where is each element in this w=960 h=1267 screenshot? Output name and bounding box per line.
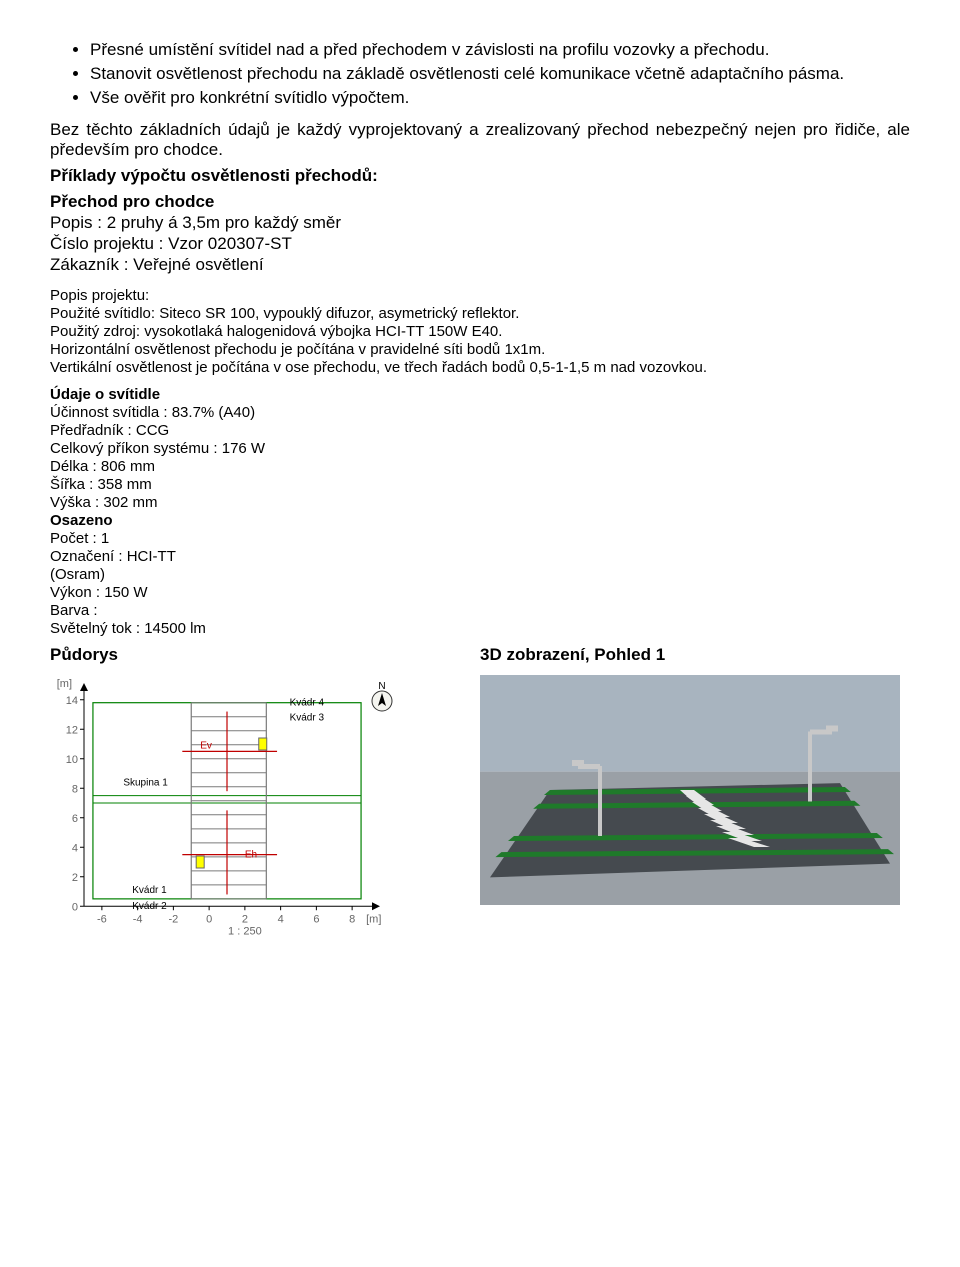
svg-text:Kvádr 4: Kvádr 4 [290, 698, 325, 709]
plan-figure: [m] 0 2 4 6 8 10 12 14 -6 -4 -2 0 2 4 6 8 [m] 1 : 250 Kvádr… [50, 675, 480, 955]
bullet-list: Přesné umístění svítidel nad a před přec… [50, 40, 910, 108]
svg-text:N: N [378, 681, 385, 692]
project-desc-line: Použitý zdroj: vysokotlaká halogenidová … [50, 323, 910, 340]
project-desc-heading: Popis projektu: [50, 287, 910, 304]
svg-text:4: 4 [72, 842, 78, 854]
crossing-heading: Přechod pro chodce [50, 192, 910, 212]
project-line: Číslo projektu : Vzor 020307-ST [50, 234, 910, 254]
svg-text:2: 2 [72, 872, 78, 884]
luminaire-heading: Údaje o svítidle [50, 386, 910, 403]
svg-text:6: 6 [313, 913, 319, 925]
svg-text:[m]: [m] [57, 678, 72, 690]
intro-paragraph: Bez těchto základních údajů je každý vyp… [50, 120, 910, 160]
project-desc-line: Horizontální osvětlenost přechodu je poč… [50, 341, 910, 358]
mounted-flux: Světelný tok : 14500 lm [50, 620, 910, 637]
svg-text:Kvádr 2: Kvádr 2 [132, 901, 167, 912]
svg-text:0: 0 [72, 901, 78, 913]
crossing-block: Přechod pro chodce Popis : 2 pruhy á 3,5… [50, 192, 910, 275]
luminaire-ballast: Předřadník : CCG [50, 422, 910, 439]
render-figure [480, 675, 910, 955]
luminaire-efficiency: Účinnost svítidla : 83.7% (A40) [50, 404, 910, 421]
render-svg [480, 675, 900, 905]
luminaire-width: Šířka : 358 mm [50, 476, 910, 493]
mounted-heading: Osazeno [50, 512, 910, 529]
svg-text:Kvádr 3: Kvádr 3 [290, 712, 325, 723]
svg-text:2: 2 [242, 913, 248, 925]
luminaire-block: Údaje o svítidle Účinnost svítidla : 83.… [50, 386, 910, 637]
svg-text:14: 14 [66, 695, 78, 707]
mounted-count: Počet : 1 [50, 530, 910, 547]
svg-text:-4: -4 [133, 913, 143, 925]
svg-text:-2: -2 [168, 913, 178, 925]
bullet-item: Stanovit osvětlenost přechodu na základě… [90, 64, 910, 84]
mounted-designation: Označení : HCI-TT [50, 548, 910, 565]
luminaire-length: Délka : 806 mm [50, 458, 910, 475]
svg-text:6: 6 [72, 813, 78, 825]
svg-text:8: 8 [349, 913, 355, 925]
svg-text:[m]: [m] [366, 913, 381, 925]
render-heading: 3D zobrazení, Pohled 1 [480, 645, 910, 665]
bullet-item: Přesné umístění svítidel nad a před přec… [90, 40, 910, 60]
svg-text:Skupina 1: Skupina 1 [123, 777, 168, 788]
desc-line: Popis : 2 pruhy á 3,5m pro každý směr [50, 213, 910, 233]
mounted-wattage: Výkon : 150 W [50, 584, 910, 601]
luminaire-height: Výška : 302 mm [50, 494, 910, 511]
mounted-manufacturer: (Osram) [50, 566, 910, 583]
plan-svg: [m] 0 2 4 6 8 10 12 14 -6 -4 -2 0 2 4 6 8 [m] 1 : 250 Kvádr… [50, 675, 410, 955]
luminaire-power: Celkový příkon systému : 176 W [50, 440, 910, 457]
svg-text:1 : 250: 1 : 250 [228, 925, 262, 937]
svg-text:Eh: Eh [245, 850, 257, 861]
project-desc-block: Popis projektu: Použité svítidlo: Siteco… [50, 287, 910, 376]
svg-text:Kvádr 1: Kvádr 1 [132, 885, 167, 896]
project-desc-line: Použité svítidlo: Siteco SR 100, vypoukl… [50, 305, 910, 322]
project-desc-line: Vertikální osvětlenost je počítána v ose… [50, 359, 910, 376]
svg-text:Ev: Ev [200, 740, 212, 751]
examples-heading: Příklady výpočtu osvětlenosti přechodů: [50, 166, 910, 186]
customer-line: Zákazník : Veřejné osvětlení [50, 255, 910, 275]
plan-heading: Půdorys [50, 645, 480, 665]
svg-text:-6: -6 [97, 913, 107, 925]
svg-text:12: 12 [66, 724, 78, 736]
svg-text:0: 0 [206, 913, 212, 925]
mounted-color: Barva : [50, 602, 910, 619]
svg-text:4: 4 [278, 913, 284, 925]
svg-text:10: 10 [66, 754, 78, 766]
bullet-item: Vše ověřit pro konkrétní svítidlo výpočt… [90, 88, 910, 108]
svg-text:8: 8 [72, 783, 78, 795]
